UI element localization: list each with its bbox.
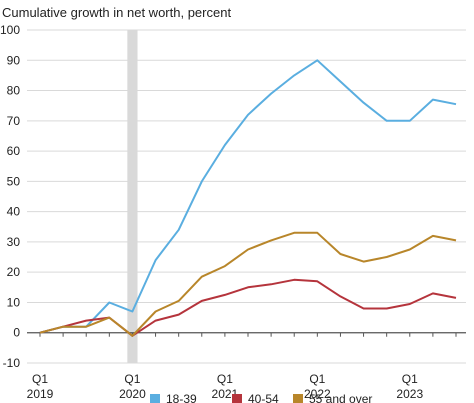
y-tick-label: 20 bbox=[7, 265, 21, 279]
legend-swatch bbox=[232, 394, 242, 403]
x-tick-label: Q1 bbox=[32, 372, 48, 386]
x-tick-label: Q1 bbox=[217, 372, 233, 386]
legend-label: 40-54 bbox=[248, 392, 279, 403]
y-tick-label: 30 bbox=[7, 235, 21, 249]
x-tick-label: Q1 bbox=[309, 372, 325, 386]
y-tick-label: -10 bbox=[3, 356, 21, 370]
x-tick-year: 2023 bbox=[396, 387, 423, 401]
legend: 18-39 40-54 55 and over bbox=[150, 392, 372, 403]
x-tick-label: Q1 bbox=[402, 372, 418, 386]
legend-swatch bbox=[293, 394, 303, 403]
gridlines bbox=[27, 29, 466, 364]
plot-lines bbox=[39, 59, 457, 337]
x-tick-year: 2020 bbox=[119, 387, 146, 401]
series-line-40-54 bbox=[39, 278, 457, 337]
y-tick-label: 80 bbox=[7, 84, 21, 98]
y-tick-label: 90 bbox=[7, 53, 21, 67]
recession-shading bbox=[127, 30, 138, 363]
series-line-55-and-over bbox=[39, 231, 457, 337]
x-tick-year: 2019 bbox=[27, 387, 54, 401]
legend-swatch bbox=[150, 394, 160, 403]
x-tick-label: Q1 bbox=[124, 372, 140, 386]
y-tick-label: 10 bbox=[7, 295, 21, 309]
recession-bar bbox=[127, 30, 138, 363]
x-tick-year: 2021 bbox=[212, 387, 239, 401]
legend-label: 18-39 bbox=[166, 392, 197, 403]
y-tick-label: 100 bbox=[0, 23, 20, 37]
series-line-18-39 bbox=[39, 59, 457, 334]
y-tick-label: 40 bbox=[7, 205, 21, 219]
y-axis: -10 0 10 20 30 40 50 60 70 80 90 100 bbox=[0, 23, 20, 370]
x-tick-year: 2022 bbox=[304, 387, 331, 401]
y-tick-label: 50 bbox=[7, 174, 21, 188]
chart-title: Cumulative growth in net worth, percent bbox=[2, 5, 231, 20]
y-tick-label: 60 bbox=[7, 144, 21, 158]
legend-label: 55 and over bbox=[309, 392, 372, 403]
y-tick-label: 0 bbox=[13, 326, 20, 340]
y-tick-label: 70 bbox=[7, 114, 21, 128]
